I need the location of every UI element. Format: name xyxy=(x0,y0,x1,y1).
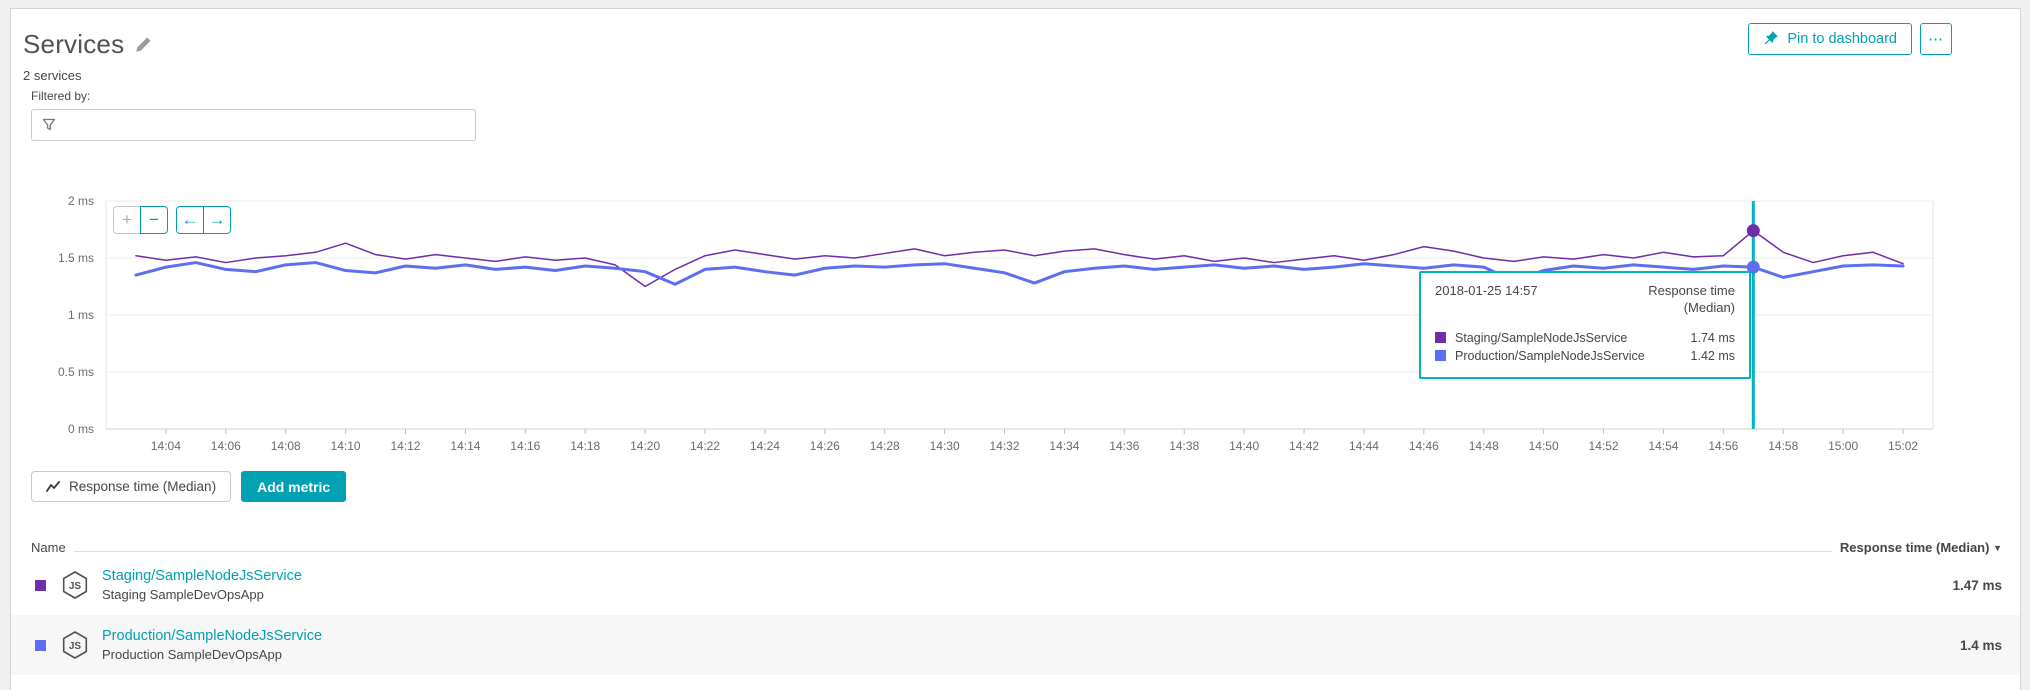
svg-text:14:40: 14:40 xyxy=(1229,439,1259,453)
filter-input[interactable] xyxy=(64,116,465,134)
svg-text:1.5 ms: 1.5 ms xyxy=(58,251,94,265)
tooltip-service-value: 1.74 ms xyxy=(1690,330,1735,345)
svg-text:14:34: 14:34 xyxy=(1049,439,1079,453)
tooltip-row-staging: Staging/SampleNodeJsService 1.74 ms xyxy=(1435,329,1735,347)
svg-text:14:58: 14:58 xyxy=(1768,439,1798,453)
header-rule xyxy=(73,550,1832,552)
edit-pencil-icon[interactable] xyxy=(134,36,152,54)
chart-tooltip: 2018-01-25 14:57 Response time (Median) … xyxy=(1419,271,1751,379)
response-time-column-header[interactable]: Response time (Median) ▼ xyxy=(1839,540,2002,555)
svg-text:14:24: 14:24 xyxy=(750,439,780,453)
svg-text:15:00: 15:00 xyxy=(1828,439,1858,453)
svg-text:14:50: 14:50 xyxy=(1529,439,1559,453)
pin-button-label: Pin to dashboard xyxy=(1787,31,1897,47)
zoom-controls: + − xyxy=(113,206,168,234)
svg-text:14:26: 14:26 xyxy=(810,439,840,453)
svg-text:JS: JS xyxy=(69,641,82,652)
filter-funnel-icon xyxy=(42,118,56,131)
svg-text:14:06: 14:06 xyxy=(211,439,241,453)
svg-text:14:08: 14:08 xyxy=(271,439,301,453)
tooltip-timestamp: 2018-01-25 14:57 xyxy=(1435,283,1538,298)
svg-text:0 ms: 0 ms xyxy=(68,422,94,436)
filter-block: Filtered by: xyxy=(31,89,476,141)
tooltip-metric-label: Response time (Median) xyxy=(1648,283,1735,315)
more-options-button[interactable]: ⋯ xyxy=(1920,23,1952,55)
svg-text:14:22: 14:22 xyxy=(690,439,720,453)
services-tile: Services 2 services Pin to dashboard ⋯ F… xyxy=(10,8,2021,690)
svg-text:14:32: 14:32 xyxy=(990,439,1020,453)
table-header: Name Response time (Median) ▼ xyxy=(11,529,2020,555)
svg-text:14:16: 14:16 xyxy=(510,439,540,453)
svg-text:JS: JS xyxy=(69,581,82,592)
svg-text:14:56: 14:56 xyxy=(1708,439,1738,453)
pan-left-button[interactable]: ← xyxy=(176,206,204,234)
chart-canvas[interactable]: 0 ms 0.5 ms 1 ms 1.5 ms 2 ms 14:04 14:06 14:08 1… xyxy=(11,196,2020,458)
svg-text:14:12: 14:12 xyxy=(390,439,420,453)
metric-selector-button[interactable]: Response time (Median) xyxy=(31,471,232,502)
tooltip-service-name: Production/SampleNodeJsService xyxy=(1455,348,1645,363)
table-row-production[interactable]: JS Production/SampleNodeJsService Produc… xyxy=(11,615,2020,675)
svg-text:1 ms: 1 ms xyxy=(68,308,94,322)
svg-text:14:10: 14:10 xyxy=(331,439,361,453)
staging-color-swatch xyxy=(35,579,46,591)
zoom-in-button[interactable]: + xyxy=(113,206,141,234)
ellipsis-icon: ⋯ xyxy=(1928,31,1944,48)
svg-text:14:46: 14:46 xyxy=(1409,439,1439,453)
service-link[interactable]: Production/SampleNodeJsService xyxy=(102,628,323,644)
service-app-label: Production SampleDevOpsApp xyxy=(102,647,282,662)
svg-text:0.5 ms: 0.5 ms xyxy=(58,365,94,379)
svg-text:14:42: 14:42 xyxy=(1289,439,1319,453)
line-chart-icon xyxy=(46,481,60,492)
filter-label: Filtered by: xyxy=(31,89,91,103)
nodejs-service-icon: JS xyxy=(62,631,88,659)
service-app-label: Staging SampleDevOpsApp xyxy=(102,587,264,602)
service-response-time: 1.47 ms xyxy=(1952,577,2002,593)
page-header: Services 2 services xyxy=(23,29,152,83)
svg-text:14:36: 14:36 xyxy=(1109,439,1139,453)
service-response-time: 1.4 ms xyxy=(1959,637,2002,653)
zoom-out-button[interactable]: − xyxy=(140,206,168,234)
svg-text:14:14: 14:14 xyxy=(450,439,480,453)
svg-text:14:30: 14:30 xyxy=(930,439,960,453)
services-count: 2 services xyxy=(23,68,82,83)
svg-text:14:20: 14:20 xyxy=(630,439,660,453)
service-link[interactable]: Staging/SampleNodeJsService xyxy=(102,568,302,584)
tooltip-service-value: 1.42 ms xyxy=(1690,348,1735,363)
svg-text:14:18: 14:18 xyxy=(570,439,600,453)
metric-bar: Response time (Median) Add metric xyxy=(31,471,347,502)
add-metric-button[interactable]: Add metric xyxy=(241,471,347,502)
name-column-header: Name xyxy=(31,540,66,555)
header-actions: Pin to dashboard ⋯ xyxy=(1748,23,1952,55)
tooltip-row-production: Production/SampleNodeJsService 1.42 ms xyxy=(1435,347,1735,365)
svg-text:14:04: 14:04 xyxy=(151,439,181,453)
table-row-staging[interactable]: JS Staging/SampleNodeJsService Staging S… xyxy=(11,555,2020,615)
tooltip-service-name: Staging/SampleNodeJsService xyxy=(1455,330,1628,345)
page-title: Services xyxy=(23,29,125,59)
svg-text:14:48: 14:48 xyxy=(1469,439,1499,453)
svg-text:2 ms: 2 ms xyxy=(68,196,94,208)
svg-text:15:02: 15:02 xyxy=(1888,439,1918,453)
pan-right-button[interactable]: → xyxy=(203,206,231,234)
production-color-swatch xyxy=(1435,350,1446,362)
metric-button-label: Response time (Median) xyxy=(69,479,217,494)
filter-input-box[interactable] xyxy=(31,109,476,141)
svg-text:14:54: 14:54 xyxy=(1648,439,1678,453)
services-table: Name Response time (Median) ▼ JS Staging… xyxy=(11,529,2020,675)
production-color-swatch xyxy=(35,639,46,651)
svg-text:14:38: 14:38 xyxy=(1169,439,1199,453)
svg-text:14:44: 14:44 xyxy=(1349,439,1379,453)
staging-color-swatch xyxy=(1435,332,1446,344)
svg-text:14:28: 14:28 xyxy=(870,439,900,453)
response-time-chart[interactable]: 0 ms 0.5 ms 1 ms 1.5 ms 2 ms 14:04 14:06 14:08 1… xyxy=(11,196,2020,464)
nodejs-service-icon: JS xyxy=(62,571,88,599)
svg-text:14:52: 14:52 xyxy=(1589,439,1619,453)
pan-controls: ← → xyxy=(176,206,231,234)
chart-controls: + − ← → xyxy=(113,206,231,234)
pin-icon xyxy=(1765,31,1779,45)
pin-to-dashboard-button[interactable]: Pin to dashboard xyxy=(1748,23,1912,55)
sort-descending-icon: ▼ xyxy=(1993,543,2002,553)
